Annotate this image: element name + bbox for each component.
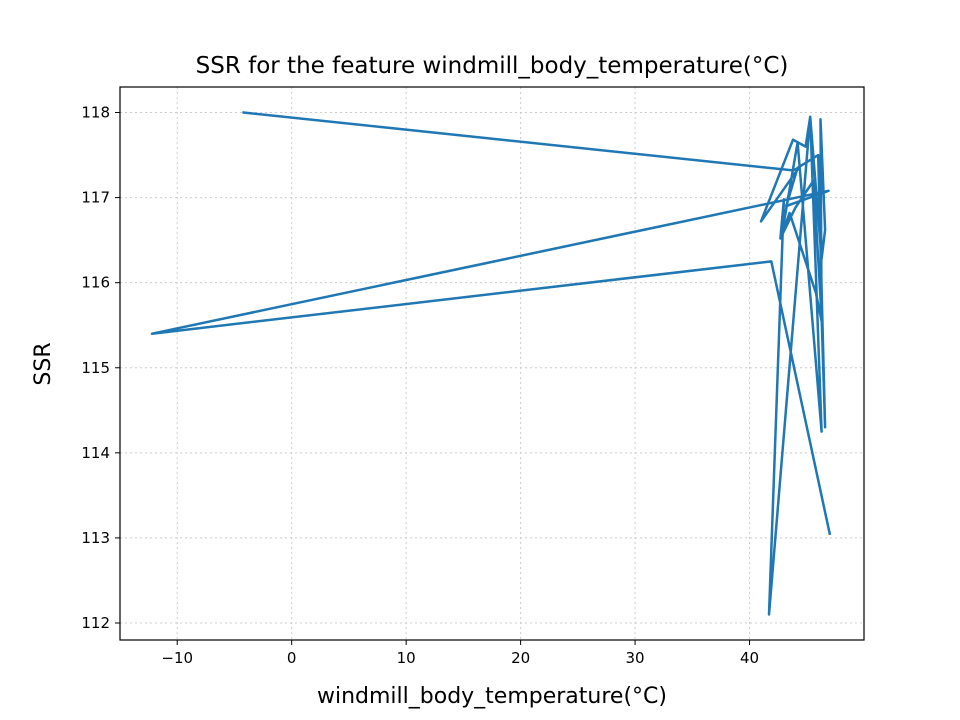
x-tick-label: −10 <box>161 649 193 667</box>
x-tick-label: 20 <box>511 649 530 667</box>
y-tick-label: 113 <box>81 529 110 547</box>
y-tick-label: 116 <box>81 274 110 292</box>
x-tick-label: 40 <box>740 649 759 667</box>
series-line <box>150 111 832 616</box>
y-tick-label: 117 <box>81 189 110 207</box>
chart-title: SSR for the feature windmill_body_temper… <box>196 53 789 79</box>
y-tick-label: 115 <box>81 359 110 377</box>
x-tick-label: 10 <box>397 649 416 667</box>
x-tick-label: 0 <box>287 649 297 667</box>
y-axis: 112 113 114 115 116 117 118 <box>81 104 120 632</box>
series-layer <box>150 111 832 616</box>
y-tick-label: 114 <box>81 444 110 462</box>
plot-frame <box>119 86 865 641</box>
y-tick-label: 112 <box>81 614 110 632</box>
y-tick-label: 118 <box>81 104 110 122</box>
grid <box>120 87 864 640</box>
x-axis: −10 0 10 20 30 40 <box>161 640 759 667</box>
x-tick-label: 30 <box>626 649 645 667</box>
x-axis-label: windmill_body_temperature(°C) <box>317 684 667 709</box>
y-axis-label: SSR <box>31 342 56 385</box>
